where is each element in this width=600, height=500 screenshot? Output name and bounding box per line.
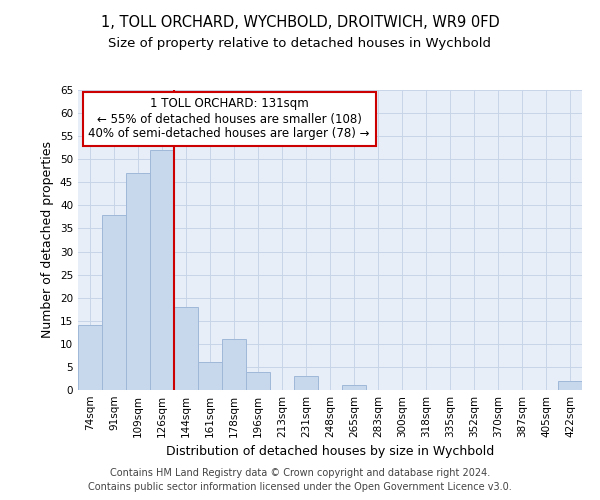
Bar (102, 214, 126, 390)
Bar (246, 372, 270, 390)
Bar (78, 326, 102, 390)
Y-axis label: Number of detached properties: Number of detached properties (41, 142, 55, 338)
Bar (150, 150, 174, 390)
Bar (222, 339, 246, 390)
Bar (342, 386, 366, 390)
Bar (174, 307, 198, 390)
Text: Contains HM Land Registry data © Crown copyright and database right 2024.
Contai: Contains HM Land Registry data © Crown c… (88, 468, 512, 492)
Bar (558, 381, 582, 390)
Bar (294, 376, 318, 390)
Text: 1 TOLL ORCHARD: 131sqm
← 55% of detached houses are smaller (108)
40% of semi-de: 1 TOLL ORCHARD: 131sqm ← 55% of detached… (88, 98, 370, 140)
Bar (198, 362, 222, 390)
X-axis label: Distribution of detached houses by size in Wychbold: Distribution of detached houses by size … (166, 446, 494, 458)
Text: 1, TOLL ORCHARD, WYCHBOLD, DROITWICH, WR9 0FD: 1, TOLL ORCHARD, WYCHBOLD, DROITWICH, WR… (101, 15, 499, 30)
Bar (126, 173, 150, 390)
Text: Size of property relative to detached houses in Wychbold: Size of property relative to detached ho… (109, 38, 491, 51)
